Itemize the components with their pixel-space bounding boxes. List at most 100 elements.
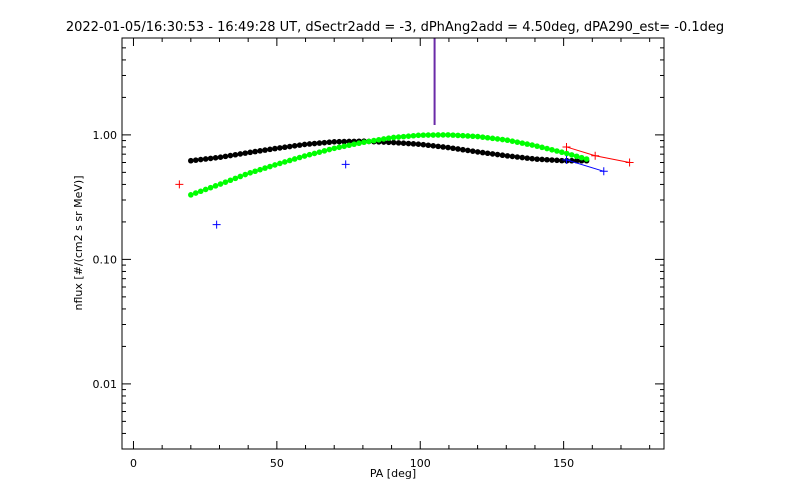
curve-dot <box>494 151 501 158</box>
curve-dot <box>440 144 446 150</box>
curve-dot <box>232 175 239 182</box>
plus-marker <box>212 220 221 229</box>
curve-dot <box>549 146 555 153</box>
curve-dot <box>524 155 531 161</box>
plus-marker <box>562 155 571 164</box>
curve-dot <box>390 139 397 146</box>
curve-dot <box>326 146 333 153</box>
curve-dot <box>435 132 441 138</box>
curve-dot <box>519 140 526 146</box>
curve-dot <box>326 139 333 146</box>
curve-dot <box>188 192 194 198</box>
curve-dot <box>410 141 417 147</box>
curve-dot <box>559 157 565 164</box>
curve-dot <box>192 157 199 163</box>
curve-dot <box>217 181 224 187</box>
curve-dot <box>390 134 397 141</box>
curve-dot <box>227 152 234 159</box>
curve-dot <box>267 163 273 170</box>
curve-dot <box>514 139 521 145</box>
curve-dot <box>469 133 476 140</box>
curve-dot <box>237 151 244 157</box>
chart-title: 2022-01-05/16:30:53 - 16:49:28 UT, dSect… <box>66 20 724 35</box>
curve-dot <box>277 160 283 167</box>
y-tick-label: 0.01 <box>93 378 118 391</box>
curve-dot <box>529 155 535 162</box>
curve-dot <box>489 151 496 157</box>
curve-dot <box>474 133 481 140</box>
curve-dot <box>534 143 540 149</box>
curve-dot <box>197 156 204 163</box>
plus-marker <box>562 142 571 151</box>
curve-dot <box>311 150 318 157</box>
axes: 0 50 100 150 0.01 0.10 1.00 <box>93 37 664 470</box>
x-tick-label: 0 <box>130 457 137 470</box>
curve-dot <box>455 146 461 152</box>
curve-dot <box>465 133 471 139</box>
curve-dot <box>489 135 496 142</box>
curve-dot <box>425 132 432 138</box>
curve-dot <box>514 154 521 160</box>
curve-dot <box>306 151 313 158</box>
curve-dot <box>395 134 402 140</box>
curve-dot <box>544 145 550 152</box>
curve-dot <box>331 138 338 145</box>
curve-dot <box>361 139 367 146</box>
curve-dot <box>484 134 491 141</box>
curve-dot <box>301 141 308 148</box>
curve-dot <box>554 157 560 164</box>
curve-dot <box>440 132 446 138</box>
curve-dot <box>316 149 323 155</box>
curve-dot <box>277 145 283 151</box>
curve-dot <box>207 155 214 162</box>
curve-dot <box>460 146 466 153</box>
curve-dot <box>291 156 298 162</box>
curve-dot <box>455 132 461 139</box>
curve-dot <box>321 139 328 146</box>
curve-dot <box>222 153 229 160</box>
curve-dot <box>237 173 244 180</box>
curve-dot <box>499 136 506 143</box>
curve-dot <box>336 144 343 151</box>
curve-dot <box>400 140 407 147</box>
curve-dot <box>410 132 417 139</box>
curve-dot <box>380 136 387 142</box>
curve-dot <box>450 145 456 152</box>
y-tick-label: 1.00 <box>93 129 118 142</box>
x-tick-label: 100 <box>410 457 431 470</box>
curve-dot <box>351 141 357 148</box>
curve-dot <box>445 132 451 138</box>
curve-dot <box>217 154 224 160</box>
curve-dot <box>479 149 486 156</box>
curve-dot <box>415 141 422 147</box>
curve-dot <box>509 138 516 144</box>
curve-dot <box>430 143 437 149</box>
curve-dot <box>563 150 570 157</box>
curve-dot <box>504 153 511 159</box>
curve-dot <box>578 154 585 161</box>
curve-dot <box>405 133 412 139</box>
curve-dot <box>272 145 278 152</box>
plus-marker <box>599 167 608 176</box>
curve-dot <box>400 133 407 140</box>
curve-dot <box>479 134 486 140</box>
plus-marker <box>625 158 634 167</box>
curve-dot <box>252 168 258 175</box>
curve-dot <box>529 142 535 148</box>
curve-dot <box>202 156 209 162</box>
y-tick-label: 0.10 <box>93 253 118 266</box>
curve-dot <box>499 152 506 159</box>
curve-dot <box>573 153 580 160</box>
curve-dot <box>509 153 516 160</box>
plot-frame <box>121 37 665 450</box>
curve-dot <box>321 148 328 154</box>
curve-dot <box>257 166 263 173</box>
curve-dot <box>583 156 590 162</box>
curve-dot <box>257 148 263 154</box>
curve-dot <box>385 139 392 146</box>
curve-dot <box>445 144 451 151</box>
curve-dot <box>212 183 219 189</box>
curve-dot <box>188 157 194 164</box>
